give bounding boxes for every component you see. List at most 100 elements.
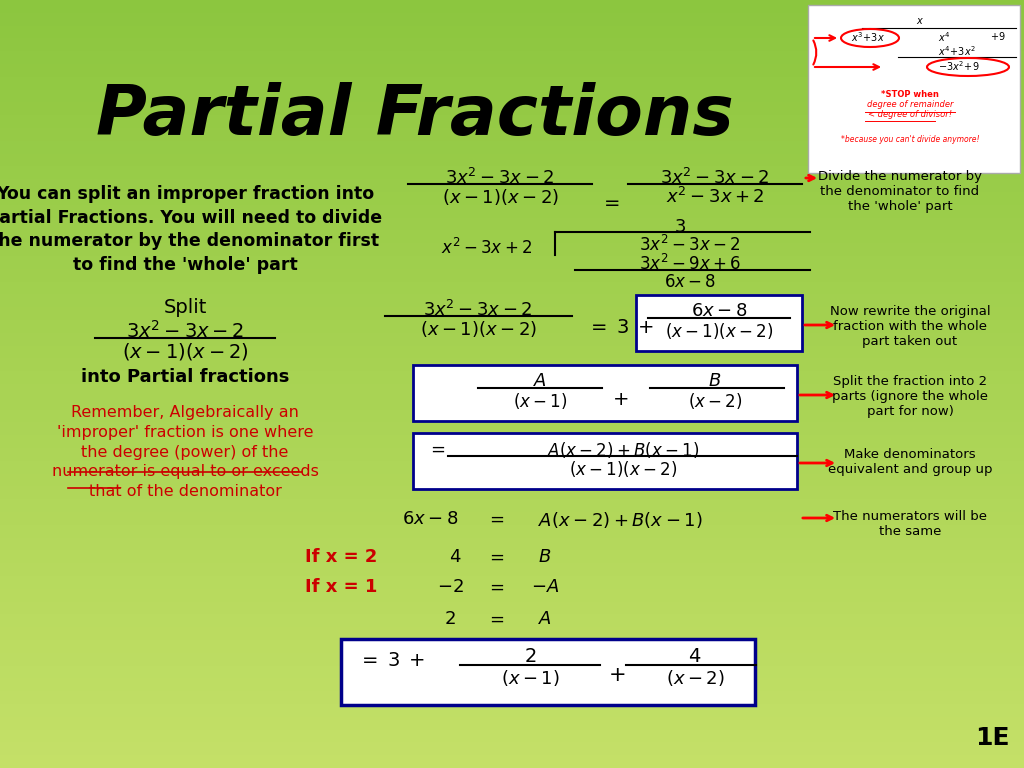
Bar xyxy=(0,525,1024,538)
Bar xyxy=(0,653,1024,667)
Bar xyxy=(0,461,1024,475)
Text: into Partial fractions: into Partial fractions xyxy=(81,368,289,386)
Text: The numerators will be
the same: The numerators will be the same xyxy=(833,510,987,538)
Text: $3x^2 - 3x - 2$: $3x^2 - 3x - 2$ xyxy=(423,300,532,320)
Bar xyxy=(0,128,1024,142)
Text: $B$: $B$ xyxy=(539,548,552,566)
Bar xyxy=(0,499,1024,513)
Bar xyxy=(0,179,1024,193)
Bar xyxy=(0,435,1024,449)
Bar xyxy=(0,640,1024,654)
Text: $(x-1)(x-2)$: $(x-1)(x-2)$ xyxy=(420,319,537,339)
Bar xyxy=(0,743,1024,756)
Text: $3x^2 - 9x + 6$: $3x^2 - 9x + 6$ xyxy=(639,254,741,274)
Bar xyxy=(0,666,1024,680)
FancyBboxPatch shape xyxy=(413,365,797,421)
Bar xyxy=(0,422,1024,436)
Bar xyxy=(0,730,1024,743)
Text: $(x-1)$: $(x-1)$ xyxy=(501,668,559,688)
Bar xyxy=(0,77,1024,91)
Bar xyxy=(0,307,1024,321)
Text: $x^4\!+\!3x^2$: $x^4\!+\!3x^2$ xyxy=(938,44,976,58)
Bar xyxy=(0,154,1024,167)
Text: $3$: $3$ xyxy=(674,218,686,236)
Bar xyxy=(0,141,1024,154)
Bar xyxy=(0,589,1024,603)
Text: Divide the numerator by
the denominator to find
the 'whole' part: Divide the numerator by the denominator … xyxy=(818,170,982,213)
Text: degree of remainder: degree of remainder xyxy=(866,100,953,109)
Bar xyxy=(0,115,1024,129)
Bar xyxy=(0,409,1024,423)
Text: $-3x^2\!+\!9$: $-3x^2\!+\!9$ xyxy=(938,59,980,73)
Text: $=$: $=$ xyxy=(485,610,504,628)
Text: If x = 1: If x = 1 xyxy=(305,578,378,596)
Text: $(x-1)$: $(x-1)$ xyxy=(513,391,567,411)
Text: Now rewrite the original
fraction with the whole
part taken out: Now rewrite the original fraction with t… xyxy=(829,305,990,348)
Text: $(x-1)(x-2)$: $(x-1)(x-2)$ xyxy=(665,321,773,341)
Bar xyxy=(0,601,1024,615)
Text: $3x^2 - 3x - 2$: $3x^2 - 3x - 2$ xyxy=(660,168,770,188)
Bar xyxy=(0,704,1024,718)
Bar xyxy=(0,717,1024,730)
Text: $-2$: $-2$ xyxy=(436,578,464,596)
Text: $=\;3\;+$: $=\;3\;+$ xyxy=(587,318,654,337)
Text: $6x - 8$: $6x - 8$ xyxy=(691,302,748,320)
Text: $=$: $=$ xyxy=(485,510,504,528)
Text: Split: Split xyxy=(163,298,207,317)
Bar xyxy=(0,230,1024,244)
Text: $(x-2)$: $(x-2)$ xyxy=(666,668,724,688)
Text: $+9$: $+9$ xyxy=(990,30,1006,42)
Bar xyxy=(0,678,1024,692)
FancyBboxPatch shape xyxy=(808,5,1020,173)
Bar xyxy=(0,576,1024,590)
Bar xyxy=(0,294,1024,308)
Text: $x^2 - 3x + 2$: $x^2 - 3x + 2$ xyxy=(441,238,532,258)
Bar xyxy=(0,256,1024,270)
Bar xyxy=(0,102,1024,116)
Text: You can split an improper fraction into
Partial Fractions. You will need to divi: You can split an improper fraction into … xyxy=(0,185,383,274)
Text: $6x - 8$: $6x - 8$ xyxy=(664,273,716,291)
Bar xyxy=(0,563,1024,577)
Text: $(x-1)(x-2)$: $(x-1)(x-2)$ xyxy=(569,459,677,479)
Text: $6x - 8$: $6x - 8$ xyxy=(401,510,458,528)
Text: $+$: $+$ xyxy=(611,390,628,409)
Text: Remember, Algebraically an
'improper' fraction is one where
the degree (power) o: Remember, Algebraically an 'improper' fr… xyxy=(51,405,318,499)
Text: $3x^2 - 3x - 2$: $3x^2 - 3x - 2$ xyxy=(445,168,555,188)
Text: $3x^2 - 3x - 2$: $3x^2 - 3x - 2$ xyxy=(639,235,740,255)
Bar xyxy=(0,359,1024,372)
Bar xyxy=(0,13,1024,27)
Bar xyxy=(0,755,1024,768)
Text: Split the fraction into 2
parts (ignore the whole
part for now): Split the fraction into 2 parts (ignore … xyxy=(831,375,988,418)
Text: $2$: $2$ xyxy=(444,610,456,628)
Bar xyxy=(0,691,1024,705)
Bar xyxy=(0,486,1024,500)
Text: $4$: $4$ xyxy=(449,548,461,566)
Bar xyxy=(0,538,1024,551)
Bar xyxy=(0,90,1024,104)
FancyBboxPatch shape xyxy=(413,433,797,489)
Text: $x^4$: $x^4$ xyxy=(938,30,950,44)
Text: $A(x-2) + B(x-1)$: $A(x-2) + B(x-1)$ xyxy=(538,510,702,530)
Text: $A(x-2) + B(x-1)$: $A(x-2) + B(x-1)$ xyxy=(547,440,699,460)
Bar xyxy=(0,38,1024,52)
Text: $=$: $=$ xyxy=(427,440,445,458)
Bar xyxy=(0,192,1024,206)
Bar xyxy=(0,627,1024,641)
Bar xyxy=(0,474,1024,488)
Bar xyxy=(0,320,1024,334)
Text: $A$: $A$ xyxy=(538,610,552,628)
Text: If x = 2: If x = 2 xyxy=(305,548,378,566)
Bar xyxy=(0,346,1024,359)
Text: $A$: $A$ xyxy=(532,372,547,390)
Text: 1E: 1E xyxy=(976,726,1010,750)
Text: $=$: $=$ xyxy=(485,578,504,596)
Text: $(x-1)(x-2)$: $(x-1)(x-2)$ xyxy=(441,187,558,207)
Bar xyxy=(0,167,1024,180)
Bar xyxy=(0,25,1024,39)
Bar xyxy=(0,282,1024,296)
Bar xyxy=(0,384,1024,398)
Text: $=\;3\;+$: $=\;3\;+$ xyxy=(358,651,425,670)
Bar xyxy=(0,269,1024,283)
Text: *because you can't divide anymore!: *because you can't divide anymore! xyxy=(841,135,979,144)
Bar xyxy=(0,0,1024,14)
